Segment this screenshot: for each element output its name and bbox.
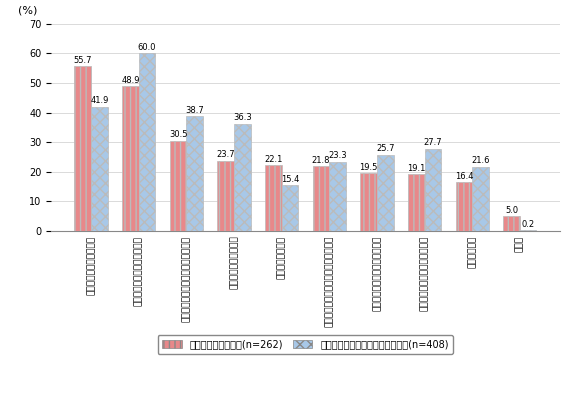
Text: 19.5: 19.5 bbox=[359, 163, 378, 172]
Bar bbox=[329, 162, 346, 231]
Bar bbox=[425, 149, 441, 231]
Text: 19.1: 19.1 bbox=[407, 164, 425, 173]
Text: 27.7: 27.7 bbox=[424, 139, 442, 148]
Text: 0.2: 0.2 bbox=[521, 220, 534, 229]
Text: 41.9: 41.9 bbox=[90, 96, 108, 105]
Text: 48.9: 48.9 bbox=[121, 76, 140, 85]
Bar bbox=[91, 107, 108, 231]
Text: 30.5: 30.5 bbox=[169, 130, 187, 139]
Bar bbox=[282, 185, 298, 231]
Bar bbox=[408, 174, 425, 231]
Bar bbox=[139, 53, 155, 231]
Text: 60.0: 60.0 bbox=[138, 43, 156, 52]
Text: 22.1: 22.1 bbox=[264, 155, 283, 164]
Legend: テレワーク導入済み(n=262), 導入を検討している・関心がある(n=408): テレワーク導入済み(n=262), 導入を検討している・関心がある(n=408) bbox=[158, 335, 453, 354]
Text: (%): (%) bbox=[18, 6, 38, 16]
Bar bbox=[265, 166, 282, 231]
Text: 55.7: 55.7 bbox=[74, 56, 92, 65]
Text: 16.4: 16.4 bbox=[455, 172, 473, 181]
Bar bbox=[122, 86, 139, 231]
Bar bbox=[472, 167, 489, 231]
Bar bbox=[218, 161, 234, 231]
Bar bbox=[520, 230, 537, 231]
Text: 21.8: 21.8 bbox=[312, 156, 330, 165]
Text: 21.6: 21.6 bbox=[471, 156, 490, 166]
Text: 23.3: 23.3 bbox=[328, 152, 347, 160]
Bar bbox=[234, 123, 251, 231]
Bar bbox=[313, 166, 329, 231]
Text: 15.4: 15.4 bbox=[281, 175, 299, 184]
Text: 38.7: 38.7 bbox=[186, 106, 204, 115]
Bar bbox=[456, 182, 472, 231]
Text: 25.7: 25.7 bbox=[376, 144, 395, 153]
Bar bbox=[360, 173, 377, 231]
Bar bbox=[170, 140, 186, 231]
Text: 36.3: 36.3 bbox=[233, 113, 252, 122]
Bar bbox=[503, 216, 520, 231]
Bar bbox=[377, 155, 393, 231]
Bar bbox=[74, 66, 91, 231]
Text: 5.0: 5.0 bbox=[505, 206, 518, 215]
Text: 23.7: 23.7 bbox=[216, 150, 235, 159]
Bar bbox=[186, 117, 203, 231]
